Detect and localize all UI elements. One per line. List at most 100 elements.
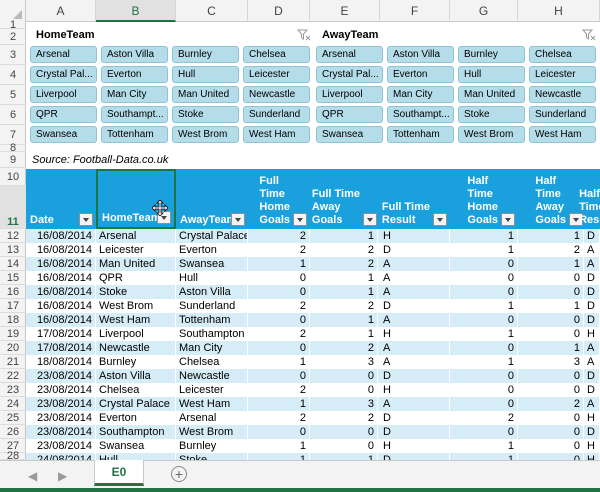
table-cell[interactable]: 3 — [310, 355, 378, 369]
table-cell[interactable]: 2 — [518, 243, 584, 257]
table-cell[interactable]: Hull — [96, 453, 176, 460]
table-cell[interactable]: H — [380, 439, 450, 453]
table-cell[interactable]: H — [380, 383, 450, 397]
table-cell[interactable]: 0 — [450, 369, 518, 383]
table-cell[interactable]: H — [584, 411, 600, 425]
table-cell[interactable]: 0 — [518, 271, 584, 285]
table-cell[interactable]: 23/08/2014 — [26, 383, 96, 397]
table-cell[interactable]: Everton — [176, 243, 248, 257]
filter-dropdown-icon[interactable] — [79, 213, 93, 226]
row-header-19[interactable]: 19 — [0, 327, 26, 341]
slicer-item[interactable]: Everton — [101, 66, 168, 83]
table-row[interactable]: 16/08/2014 QPR Hull 0 1 A 0 0 D — [26, 271, 600, 285]
table-cell[interactable]: 2 — [248, 299, 310, 313]
table-cell[interactable]: 16/08/2014 — [26, 229, 96, 243]
table-cell[interactable]: Hull — [176, 271, 248, 285]
clear-filter-icon[interactable] — [296, 29, 311, 41]
table-header-hthg[interactable]: Half Time Home Goals — [450, 169, 518, 229]
table-cell[interactable]: Burnley — [176, 439, 248, 453]
table-cell[interactable]: West Ham — [176, 397, 248, 411]
table-cell[interactable]: 0 — [450, 383, 518, 397]
slicer-item[interactable]: Southampt... — [387, 106, 454, 123]
table-row[interactable]: 16/08/2014 West Ham Tottenham 0 1 A 0 0 D — [26, 313, 600, 327]
slicer-item[interactable]: Man United — [458, 86, 525, 103]
table-header-ftag[interactable]: Full Time Away Goals — [310, 169, 380, 229]
table-cell[interactable]: 0 — [450, 341, 518, 355]
slicer-item[interactable]: Southampt... — [101, 106, 168, 123]
table-cell[interactable]: 1 — [248, 439, 310, 453]
table-cell[interactable]: Chelsea — [176, 355, 248, 369]
table-row[interactable]: 24/08/2014 Hull Stoke 1 1 D 1 0 H — [26, 453, 600, 460]
table-cell[interactable]: Chelsea — [96, 383, 176, 397]
table-cell[interactable]: H — [584, 453, 600, 460]
table-cell[interactable]: 0 — [310, 425, 378, 439]
table-cell[interactable]: A — [380, 341, 450, 355]
table-row[interactable]: 23/08/2014 Crystal Palace West Ham 1 3 A 0 2 A — [26, 397, 600, 411]
row-header-27[interactable]: 27 — [0, 439, 26, 453]
row-header-12[interactable]: 12 — [0, 229, 26, 243]
slicer-item[interactable]: Leicester — [243, 66, 310, 83]
table-cell[interactable]: 1 — [248, 257, 310, 271]
row-header-23[interactable]: 23 — [0, 383, 26, 397]
table-row[interactable]: 16/08/2014 West Brom Sunderland 2 2 D 1 1 D — [26, 299, 600, 313]
table-cell[interactable]: D — [380, 453, 450, 460]
table-cell[interactable]: 2 — [248, 327, 310, 341]
table-cell[interactable]: A — [380, 313, 450, 327]
table-cell[interactable]: 17/08/2014 — [26, 327, 96, 341]
table-row[interactable]: 16/08/2014 Man United Swansea 1 2 A 0 1 A — [26, 257, 600, 271]
table-cell[interactable]: 1 — [518, 341, 584, 355]
table-cell[interactable]: D — [584, 285, 600, 299]
table-cell[interactable]: 0 — [518, 439, 584, 453]
table-cell[interactable]: Crystal Palace — [96, 397, 176, 411]
table-cell[interactable]: D — [584, 425, 600, 439]
column-header-e[interactable]: E — [310, 0, 380, 22]
table-cell[interactable]: 2 — [310, 257, 378, 271]
table-cell[interactable]: 16/08/2014 — [26, 299, 96, 313]
table-cell[interactable]: 18/08/2014 — [26, 355, 96, 369]
table-cell[interactable]: 23/08/2014 — [26, 369, 96, 383]
table-cell[interactable]: D — [380, 299, 450, 313]
row-header-18[interactable]: 18 — [0, 313, 26, 327]
slicer-hometeam[interactable]: HomeTeam Arsenal Aston Villa Burnley Chelse… — [30, 25, 315, 150]
table-cell[interactable]: Newcastle — [176, 369, 248, 383]
slicer-item[interactable]: Crystal Pal... — [30, 66, 97, 83]
table-cell[interactable]: 2 — [248, 383, 310, 397]
table-row[interactable]: 16/08/2014 Leicester Everton 2 2 D 1 2 A — [26, 243, 600, 257]
table-cell[interactable]: 0 — [518, 453, 584, 460]
table-cell[interactable]: A — [584, 341, 600, 355]
slicer-item[interactable]: Burnley — [172, 46, 239, 63]
table-cell[interactable]: 2 — [310, 243, 378, 257]
table-cell[interactable]: Leicester — [176, 383, 248, 397]
row-header-13[interactable]: 13 — [0, 243, 26, 257]
table-cell[interactable]: 0 — [518, 411, 584, 425]
table-cell[interactable]: 16/08/2014 — [26, 257, 96, 271]
table-cell[interactable]: 23/08/2014 — [26, 425, 96, 439]
table-cell[interactable]: Stoke — [96, 285, 176, 299]
table-cell[interactable]: A — [380, 355, 450, 369]
table-header-fthg[interactable]: Full Time Home Goals — [248, 169, 310, 229]
table-cell[interactable]: 3 — [310, 397, 378, 411]
scroll-tabs-right-icon[interactable]: ▶ — [58, 469, 68, 483]
slicer-awayteam[interactable]: AwayTeam Arsenal Aston Villa Burnley Chelse… — [316, 25, 600, 150]
table-header-htag[interactable]: Half Time Away Goals — [518, 169, 586, 229]
table-header-awayteam[interactable]: AwayTeam — [176, 169, 248, 229]
slicer-item[interactable]: Chelsea — [529, 46, 596, 63]
table-cell[interactable]: Aston Villa — [96, 369, 176, 383]
table-row[interactable]: 23/08/2014 Everton Arsenal 2 2 D 2 0 H — [26, 411, 600, 425]
filter-dropdown-icon[interactable] — [231, 213, 245, 226]
table-cell[interactable]: Liverpool — [96, 327, 176, 341]
table-cell[interactable]: 0 — [248, 369, 310, 383]
table-cell[interactable]: 0 — [518, 369, 584, 383]
slicer-item[interactable]: Arsenal — [30, 46, 97, 63]
row-header-24[interactable]: 24 — [0, 397, 26, 411]
row-header-25[interactable]: 25 — [0, 411, 26, 425]
table-cell[interactable]: 1 — [310, 313, 378, 327]
table-cell[interactable]: Aston Villa — [176, 285, 248, 299]
slicer-item[interactable]: QPR — [30, 106, 97, 123]
table-cell[interactable]: 23/08/2014 — [26, 397, 96, 411]
table-cell[interactable]: 0 — [518, 383, 584, 397]
table-cell[interactable]: 24/08/2014 — [26, 453, 96, 460]
table-cell[interactable]: 0 — [450, 425, 518, 439]
table-row[interactable]: 23/08/2014 Swansea Burnley 1 0 H 1 0 H — [26, 439, 600, 453]
table-cell[interactable]: 1 — [310, 271, 378, 285]
